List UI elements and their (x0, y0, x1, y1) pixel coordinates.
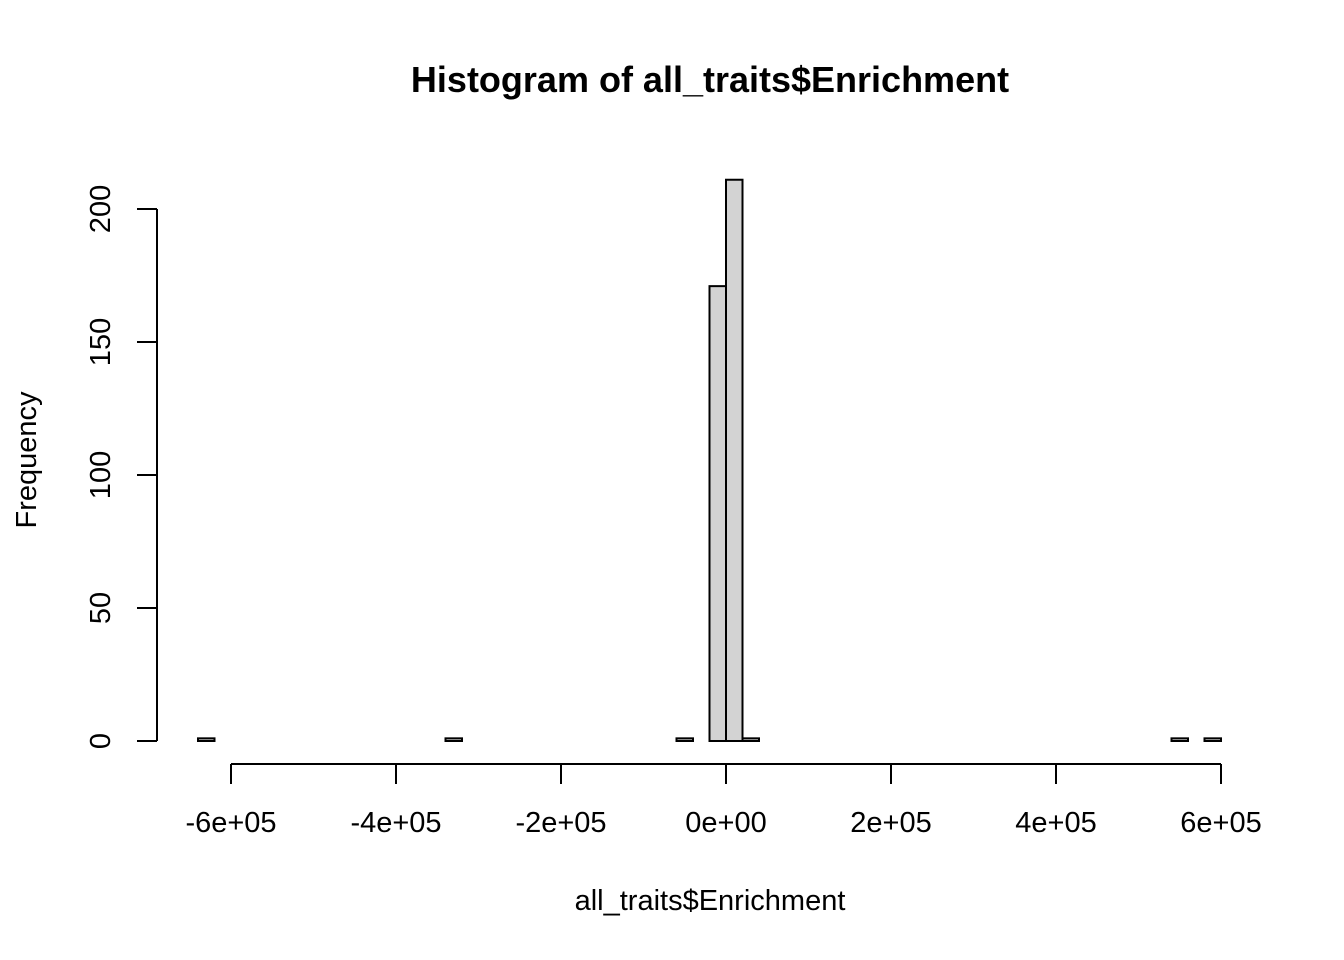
histogram-bar (1170, 737, 1189, 743)
x-axis: -6e+05 -4e+05 -2e+05 0e+00 2e+05 4e+05 6e+05 (185, 763, 1262, 839)
x-tick-label: 6e+05 (1180, 807, 1261, 839)
y-tick-label: 100 (85, 451, 117, 499)
x-tick-label: 4e+05 (1015, 807, 1096, 839)
histogram-bar (725, 178, 744, 743)
x-axis-label: all_traits$Enrichment (575, 885, 846, 917)
y-axis-label: Frequency (11, 391, 43, 529)
histogram-bar (444, 737, 463, 743)
chart-title: Histogram of all_traits$Enrichment (411, 59, 1009, 100)
y-tick-label: 50 (85, 592, 117, 624)
x-tick-label: -4e+05 (350, 807, 441, 839)
histogram-bar (708, 285, 727, 742)
y-axis: 0 50 100 150 200 (85, 185, 158, 749)
histogram-bar (675, 737, 694, 743)
y-tick-label: 150 (85, 318, 117, 366)
x-tick-label: 2e+05 (850, 807, 931, 839)
y-tick-label: 0 (85, 733, 117, 749)
y-tick-label: 200 (85, 185, 117, 233)
x-tick-label: 0e+00 (685, 807, 766, 839)
histogram-bar (741, 737, 760, 743)
histogram-bar (1203, 737, 1222, 743)
histogram-bars (197, 178, 1222, 743)
x-tick-label: -6e+05 (185, 807, 276, 839)
x-tick-label: -2e+05 (515, 807, 606, 839)
histogram-bar (197, 737, 216, 743)
